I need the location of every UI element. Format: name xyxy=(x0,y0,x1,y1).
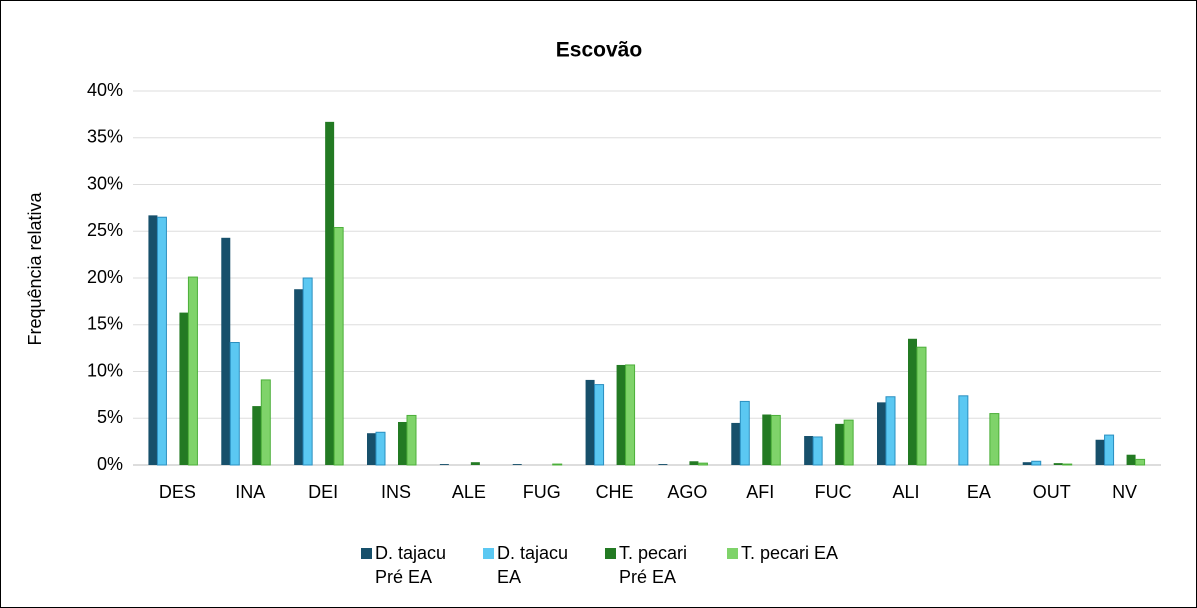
x-tick-label: INA xyxy=(235,482,265,502)
legend-swatch xyxy=(605,548,616,559)
x-tick-label: AFI xyxy=(746,482,774,502)
bar xyxy=(625,364,636,466)
x-tick-label: ALE xyxy=(452,482,486,502)
bar xyxy=(731,422,741,465)
x-tick-label: OUT xyxy=(1033,482,1071,502)
bar xyxy=(885,396,896,466)
bar xyxy=(958,395,969,466)
y-tick-label: 0% xyxy=(97,454,123,474)
bar xyxy=(294,289,304,465)
legend-swatch xyxy=(727,548,738,559)
y-tick-label: 5% xyxy=(97,407,123,427)
bar xyxy=(367,433,376,465)
x-tick-label: EA xyxy=(967,482,991,502)
legend-label: D. tajacu EA xyxy=(497,543,569,587)
x-tick-label: DES xyxy=(159,482,196,502)
y-tick-label: 40% xyxy=(87,80,123,100)
x-tick-label: AGO xyxy=(667,482,707,502)
bar xyxy=(1062,463,1073,466)
legend-label: T. pecari Pré EA xyxy=(619,543,688,587)
bar xyxy=(179,312,189,465)
bar xyxy=(375,431,386,466)
bar xyxy=(552,463,563,466)
bar xyxy=(325,121,335,465)
bar xyxy=(812,436,823,466)
bar xyxy=(221,237,231,465)
bar xyxy=(470,462,480,465)
bar xyxy=(1104,434,1115,466)
bar xyxy=(762,414,772,465)
bar xyxy=(689,461,699,465)
bar xyxy=(148,215,158,465)
y-tick-label: 20% xyxy=(87,267,123,287)
legend-swatch xyxy=(361,548,372,559)
legend-item: T. pecari Pré EA xyxy=(605,541,719,589)
bar xyxy=(156,216,167,466)
legend-swatch xyxy=(483,548,494,559)
y-tick-label: 35% xyxy=(87,127,123,147)
bar xyxy=(594,384,605,466)
y-tick-label: 25% xyxy=(87,220,123,240)
bar xyxy=(908,338,917,465)
bar xyxy=(739,400,750,466)
x-tick-label: FUC xyxy=(815,482,852,502)
bar xyxy=(877,402,886,465)
bar xyxy=(989,413,1000,466)
bar xyxy=(616,364,626,465)
bar xyxy=(916,346,927,466)
bar xyxy=(333,227,344,466)
bar xyxy=(1095,439,1105,465)
bar xyxy=(1135,458,1146,466)
bar xyxy=(187,276,198,466)
y-tick-label: 30% xyxy=(87,173,123,193)
legend: D. tajacu Pré EA D. tajacu EA T. pecari Pr… xyxy=(361,541,849,589)
bar xyxy=(252,406,262,465)
legend-label: D. tajacu Pré EA xyxy=(375,543,447,587)
y-tick-label: 15% xyxy=(87,314,123,334)
bar xyxy=(1053,463,1063,465)
y-axis-label: Frequência relativa xyxy=(25,191,45,345)
legend-label: T. pecari EA xyxy=(741,543,839,563)
x-tick-label: FUG xyxy=(523,482,561,502)
bar xyxy=(512,464,522,465)
bar xyxy=(229,342,240,466)
bar xyxy=(1031,460,1042,466)
bar xyxy=(1022,462,1032,465)
bar xyxy=(843,419,854,466)
chart-title: Escovão xyxy=(556,39,642,62)
bar xyxy=(406,414,417,466)
bar xyxy=(302,277,313,466)
bar xyxy=(804,436,814,465)
x-tick-label: ALI xyxy=(892,482,919,502)
legend-item: D. tajacu EA xyxy=(483,541,597,589)
legend-item: D. tajacu Pré EA xyxy=(361,541,475,589)
bar xyxy=(770,414,781,466)
x-tick-label: NV xyxy=(1112,482,1137,502)
bar xyxy=(439,464,449,465)
x-tick-label: DEI xyxy=(308,482,338,502)
x-tick-label: CHE xyxy=(596,482,634,502)
bar xyxy=(585,379,595,465)
bar xyxy=(697,462,708,466)
bar xyxy=(260,379,271,466)
y-tick-label: 10% xyxy=(87,360,123,380)
bar xyxy=(398,421,407,465)
bar xyxy=(835,423,845,465)
bar xyxy=(1126,454,1136,465)
bar xyxy=(658,464,668,465)
legend-item: T. pecari EA xyxy=(727,541,841,589)
x-tick-label: INS xyxy=(381,482,411,502)
